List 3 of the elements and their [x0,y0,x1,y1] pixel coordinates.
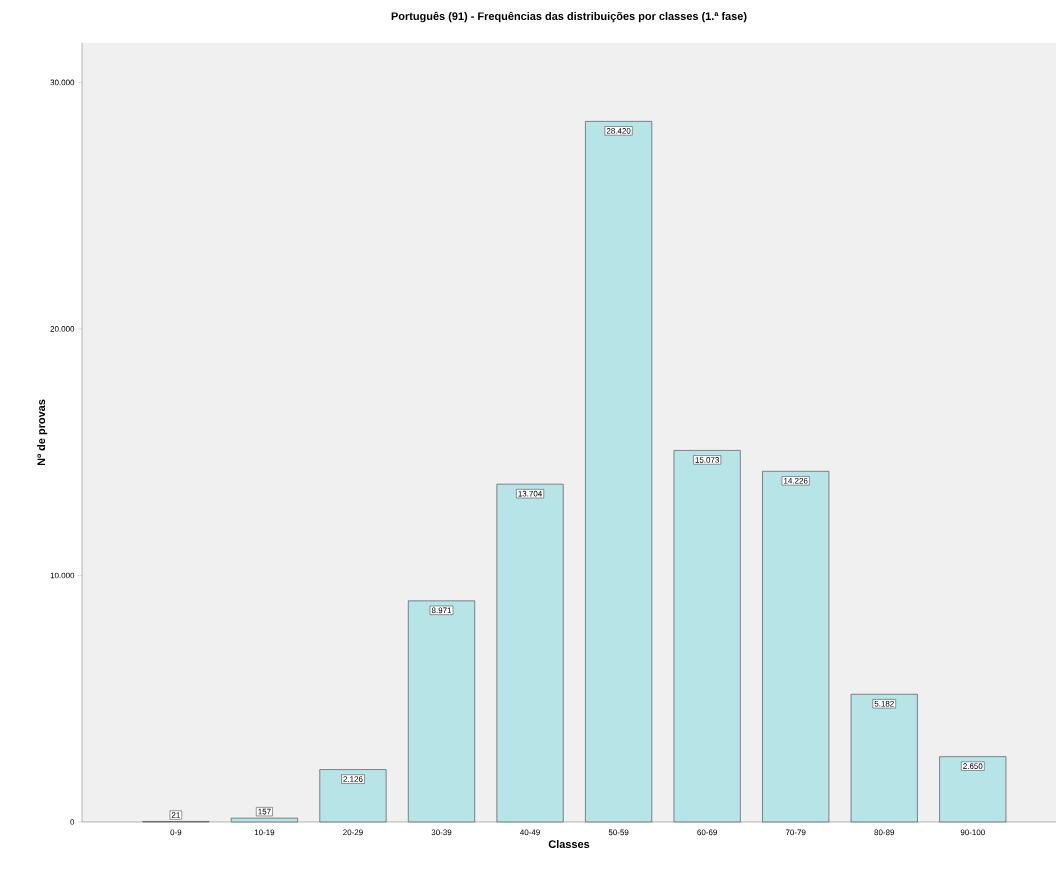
chart-title: Português (91) - Frequências das distribuições por classes (1.ª fase) [391,11,747,23]
y-axis-title: Nº de provas [37,399,48,466]
x-axis-title: Classes [548,839,590,849]
